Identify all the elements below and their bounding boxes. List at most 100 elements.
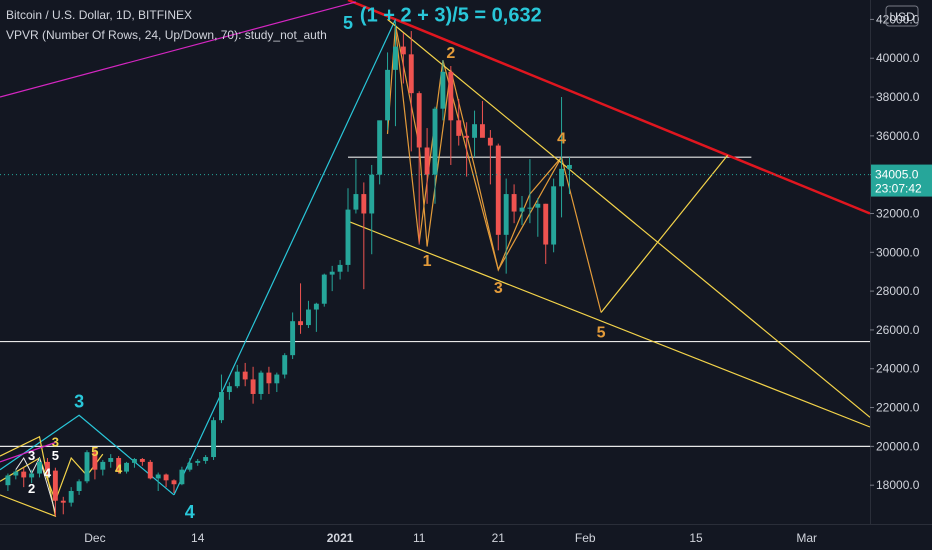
price-tick-label: 26000.0 — [876, 323, 920, 337]
candle-body — [234, 371, 240, 387]
label-wave-3-left: 3 — [74, 392, 84, 412]
candle — [163, 473, 169, 488]
candle-body — [195, 460, 201, 463]
candle — [440, 60, 446, 121]
time-tick-label: 14 — [191, 531, 205, 545]
label-small-5: 5 — [52, 448, 59, 463]
candle-body — [274, 374, 280, 384]
candle-body — [503, 194, 509, 235]
candle — [472, 110, 477, 158]
price-tick-label: 38000.0 — [876, 90, 920, 104]
candle — [274, 372, 280, 393]
candle — [171, 479, 177, 493]
candle — [551, 178, 557, 253]
candle-body — [298, 321, 303, 326]
candle-body — [321, 274, 327, 304]
candle — [503, 178, 509, 274]
candle — [393, 21, 398, 127]
candle-body — [211, 420, 216, 458]
price-tick-label: 30000.0 — [876, 245, 920, 259]
price-tick-label: 20000.0 — [876, 439, 920, 453]
candle-body — [132, 458, 137, 463]
label-wave-5-target: 5 — [597, 325, 606, 342]
candle — [100, 459, 106, 476]
candle-body — [60, 500, 66, 503]
price-badges: 34005.023:07:42 — [0, 164, 932, 197]
candle-body — [187, 462, 193, 470]
candle-body — [432, 108, 438, 175]
label-wave-3: 3 — [494, 280, 503, 297]
trendline-red-resistance — [347, 0, 871, 215]
candle — [76, 479, 82, 495]
candle-body — [92, 452, 98, 470]
candle-body — [84, 452, 90, 482]
candle — [408, 31, 414, 152]
price-axis[interactable]: 18000.0 20000.0 22000.0 24000.0 26000.0 28000… — [870, 0, 932, 550]
candle — [37, 458, 42, 478]
trendline-cyan-leg-up — [173, 19, 397, 496]
indicator-legend[interactable]: VPVR (Number Of Rows, 24, Up/Down, 70): … — [6, 28, 327, 42]
candle-body — [353, 194, 359, 210]
price-axis-background — [870, 0, 932, 550]
candle-body — [313, 303, 319, 310]
candle — [45, 458, 50, 476]
label-small-4: 4 — [44, 465, 52, 480]
candle-body — [511, 194, 517, 212]
candle — [13, 469, 19, 480]
time-tick-label: 21 — [492, 531, 506, 545]
candle-body — [306, 309, 311, 326]
candle-body — [456, 120, 462, 136]
candle-body — [393, 46, 398, 70]
candle — [258, 370, 264, 400]
candle-body — [290, 321, 296, 356]
candle — [234, 364, 240, 389]
chart-title: Bitcoin / U.S. Dollar, 1D, BITFINEX — [6, 8, 193, 22]
candle — [329, 265, 335, 292]
candle — [543, 203, 549, 264]
candle-body — [495, 145, 501, 235]
candle-body — [543, 203, 549, 245]
candle-body — [100, 461, 106, 470]
candle — [282, 353, 288, 379]
candle — [369, 164, 375, 255]
candle — [203, 455, 209, 464]
candle — [195, 458, 201, 466]
current-price-badge — [871, 164, 932, 197]
drawn-trendlines — [0, 0, 871, 518]
candle-body — [68, 491, 74, 503]
candle — [345, 188, 351, 272]
time-tick-label: 2021 — [327, 531, 354, 545]
candle-body — [147, 461, 153, 479]
candle — [353, 159, 359, 214]
candle — [68, 487, 74, 507]
time-axis[interactable]: Dec 14 2021 11 21 Feb 15 Mar — [0, 524, 932, 546]
candle — [250, 366, 256, 404]
candle-body — [369, 174, 375, 214]
candle-body — [108, 458, 114, 462]
candle — [495, 143, 501, 251]
candle-body — [377, 120, 383, 175]
candle-body — [535, 203, 541, 208]
price-tick-label: 22000.0 — [876, 401, 920, 415]
time-tick-label: Mar — [796, 531, 817, 545]
candlestick-series — [5, 21, 572, 517]
currency-button[interactable] — [885, 5, 919, 27]
candle — [337, 260, 343, 280]
candle-body — [408, 54, 414, 94]
candle-body — [52, 470, 58, 501]
candle-body — [124, 462, 129, 472]
candle-body — [171, 480, 177, 485]
candle-body — [155, 474, 161, 479]
candle-body — [179, 469, 185, 485]
label-small-2: 2 — [28, 481, 35, 496]
candle-body — [400, 46, 406, 55]
candle — [377, 120, 383, 185]
wave-annotations: C/A = 2,553(1 + 2 + 3)/5 = 0,632C5123453… — [28, 4, 606, 522]
candle — [535, 197, 541, 237]
label-small-yellow-3: 3 — [52, 434, 59, 449]
candle — [92, 448, 98, 480]
candle-body — [203, 457, 209, 461]
label-formula: (1 + 2 + 3)/5 = 0,632 — [360, 4, 542, 26]
candle — [116, 456, 122, 474]
